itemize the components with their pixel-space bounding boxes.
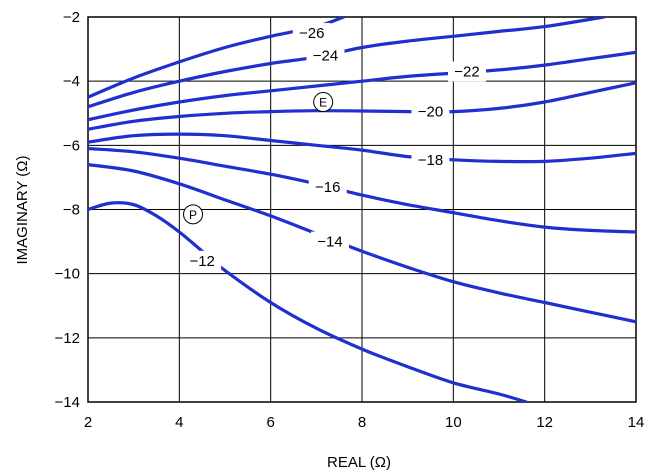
contour-label: −16 bbox=[315, 179, 340, 196]
contour-line bbox=[88, 17, 606, 109]
contour-label-bg bbox=[411, 149, 450, 170]
contour-label-bg bbox=[448, 61, 487, 82]
x-tick-label: 14 bbox=[628, 414, 645, 431]
contour-label: −14 bbox=[317, 234, 342, 251]
contour-label-bg bbox=[292, 23, 331, 44]
tick-labels: 2 4 6 8 10 12 14 −2 −4 −6 −8 −10 −12 −14 bbox=[55, 9, 645, 431]
y-tick-label: −4 bbox=[63, 73, 80, 90]
contour-label-bg bbox=[183, 250, 222, 271]
series-group bbox=[88, 17, 636, 402]
x-tick-label: 6 bbox=[266, 414, 274, 431]
x-tick-label: 2 bbox=[84, 414, 92, 431]
y-axis-label: IMAGINARY (Ω) bbox=[14, 155, 31, 264]
contour-label: −24 bbox=[313, 48, 338, 65]
x-axis-label: REAL (Ω) bbox=[327, 454, 391, 471]
x-tick-label: 8 bbox=[358, 414, 366, 431]
contour-label: −22 bbox=[454, 64, 479, 81]
contour-label: −18 bbox=[418, 152, 443, 169]
contour-label: −12 bbox=[189, 253, 214, 270]
contour-label-bg bbox=[308, 177, 347, 198]
y-tick-label: −2 bbox=[63, 9, 80, 26]
contour-line bbox=[88, 146, 636, 234]
contour-label: −20 bbox=[418, 104, 443, 121]
y-tick-label: −6 bbox=[63, 137, 80, 154]
contour-label: −26 bbox=[299, 25, 324, 42]
point-marker-circle bbox=[313, 92, 334, 113]
contour-line bbox=[88, 50, 636, 122]
contour-label-bg bbox=[306, 45, 345, 66]
point-marker-circle bbox=[183, 204, 204, 225]
contour-line bbox=[88, 81, 636, 131]
y-tick-label: −8 bbox=[63, 202, 80, 219]
point-marker-label: E bbox=[319, 96, 327, 110]
y-tick-label: −10 bbox=[55, 266, 80, 283]
contour-line bbox=[88, 163, 636, 324]
y-tick-label: −14 bbox=[55, 394, 80, 411]
x-tick-label: 10 bbox=[445, 414, 462, 431]
series-labels: −26 −24 −22 −20 −18 −16 −14 −12 bbox=[183, 23, 487, 271]
x-tick-label: 4 bbox=[175, 414, 183, 431]
x-tick-label: 12 bbox=[536, 414, 553, 431]
y-tick-label: −12 bbox=[55, 330, 80, 347]
contour-line bbox=[88, 201, 528, 402]
point-markers: EP bbox=[183, 92, 334, 225]
point-marker-label: P bbox=[189, 208, 197, 222]
contour-label-bg bbox=[411, 101, 450, 122]
contour-line bbox=[88, 132, 636, 164]
contour-label-bg bbox=[311, 231, 350, 252]
grid bbox=[87, 16, 637, 403]
